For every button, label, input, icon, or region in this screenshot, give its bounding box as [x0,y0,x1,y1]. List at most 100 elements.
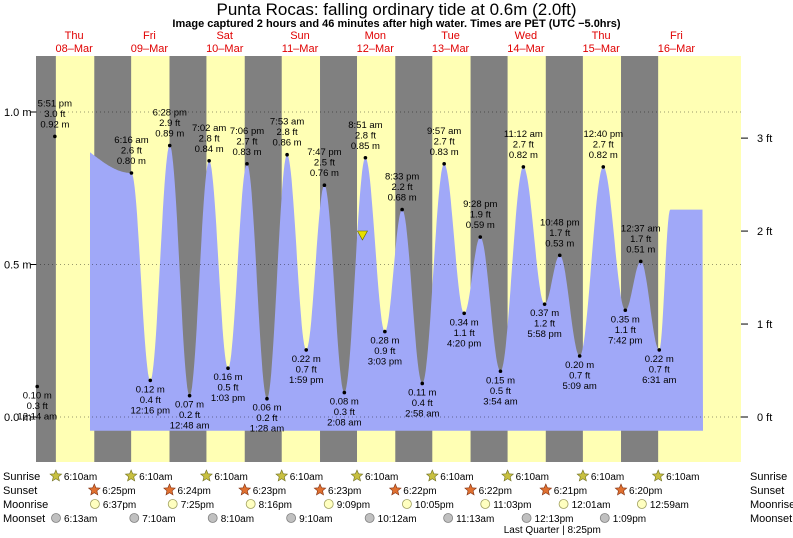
moonrise-icon [480,499,491,509]
high-tide-label: 2.2 ft [392,182,413,193]
sunset-time: 6:25pm [102,486,135,497]
tide-point [557,253,562,258]
tide-point [322,183,327,187]
day-name-label: Tue [441,30,460,42]
moonset-icon [129,513,140,523]
day-date-label: 11–Mar [282,43,319,55]
high-tide-label: 7:02 am [192,123,226,134]
sunset-time: 6:23pm [253,486,286,497]
chart-title: Punta Rocas: falling ordinary tide at 0.… [216,0,577,19]
sunset-time: 6:20pm [629,486,662,497]
day-date-label: 14–Mar [507,43,545,55]
tide-point [342,390,347,395]
sunrise-time: 6:10am [64,472,97,483]
row-label-left: Sunset [3,485,37,497]
y2-tick-label: 1 ft [757,319,772,331]
high-tide-label: 7:06 pm [230,126,264,137]
moonrise-time: 12:01am [572,500,611,511]
moonrise-time: 6:37pm [103,500,136,511]
sunset-icon [238,483,252,496]
low-tide-label: 0.07 m [175,400,204,411]
moonrise-icon [402,499,412,509]
high-tide-label: 2.8 ft [199,133,220,144]
high-tide-label: 0.51 m [626,244,655,255]
day-date-label: 10–Mar [206,43,244,55]
high-tide-label: 2.9 ft [159,118,180,129]
moonset-time: 10:12am [378,514,417,525]
low-tide-label: 3:03 pm [368,357,402,368]
low-tide-label: 7:42 pm [608,335,642,346]
low-tide-label: 0.7 ft [569,371,590,382]
moonrise-time: 7:25pm [181,500,214,511]
moonset-icon [521,513,532,523]
low-tide-label: 1:03 pm [211,393,245,404]
moonset-icon [443,513,454,523]
high-tide-label: 1.9 ft [470,210,491,221]
sunrise-time: 6:10am [139,472,172,483]
sunrise-icon [124,469,138,482]
high-tide-label: 1.7 ft [630,234,651,245]
high-tide-label: 2.7 ft [434,136,455,147]
moonset-time: 12:13pm [535,514,574,525]
low-tide-label: 0.9 ft [374,346,395,357]
tide-point [35,384,40,389]
day-name-label: Sun [290,30,310,42]
moonrise-icon [323,499,334,509]
sunset-time: 6:24pm [178,486,211,497]
row-label-right: Sunset [750,485,784,497]
day-date-label: 16–Mar [658,43,696,55]
high-tide-label: 6:28 pm [153,108,187,119]
row-label-right: Moonrise [750,499,793,511]
low-tide-label: 5:58 pm [527,329,561,340]
day-name-label: Sat [216,30,233,42]
high-tide-label: 12:37 am [621,223,661,234]
row-label-left: Moonrise [3,499,48,511]
sunset-time: 6:22pm [403,486,436,497]
tide-point [207,159,211,163]
day-band [55,56,95,462]
moonset-icon [207,513,218,523]
y2-tick-label: 0 ft [757,412,772,424]
high-tide-label: 2.7 ft [593,139,614,150]
moonrise-icon [558,499,569,509]
low-tide-label: 0.06 m [252,403,281,414]
moonrise-time: 10:05pm [415,500,454,511]
moonset-time: 11:13am [456,514,494,525]
low-tide-label: 0.22 m [645,354,674,365]
low-tide-label: 0.28 m [370,336,399,347]
high-tide-label: 0.84 m [195,144,224,155]
tide-point [478,235,483,239]
day-date-label: 15–Mar [583,43,621,55]
low-tide-label: 12:16 pm [130,405,170,416]
low-tide-label: 0.3 ft [334,407,355,418]
moonrise-time: 11:03pm [493,500,531,511]
day-name-label: Mon [365,30,386,42]
high-tide-label: 0.83 m [430,147,459,158]
high-tide-label: 0.92 m [40,119,69,130]
low-tide-label: 2:58 am [405,408,439,419]
moonrise-icon [90,499,100,509]
day-name-label: Thu [592,30,611,42]
day-name-label: Fri [670,30,683,42]
tide-point [577,354,582,358]
tide-point [462,311,466,316]
tide-point [400,207,404,212]
moonset-icon [599,513,610,523]
sunset-icon [87,483,101,496]
low-tide-label: 12:14 am [17,412,57,423]
sunset-time: 6:22pm [479,486,512,497]
low-tide-label: 5:09 am [563,381,597,392]
tide-point [657,348,662,352]
y-axis-feet: 0 ft 1 ft 2 ft 3 ft [741,133,772,424]
moonrise-icon [636,499,647,509]
low-tide-label: 4:20 pm [447,338,481,349]
moonrise-icon [167,499,178,509]
high-tide-label: 0.82 m [589,150,618,161]
low-tide-label: 0.10 m [23,391,52,402]
tide-point [129,171,134,175]
high-tide-label: 10:48 pm [540,217,580,228]
low-tide-label: 0.12 m [136,384,165,395]
sunset-time: 6:21pm [554,486,587,497]
low-tide-label: 0.7 ft [296,364,317,375]
